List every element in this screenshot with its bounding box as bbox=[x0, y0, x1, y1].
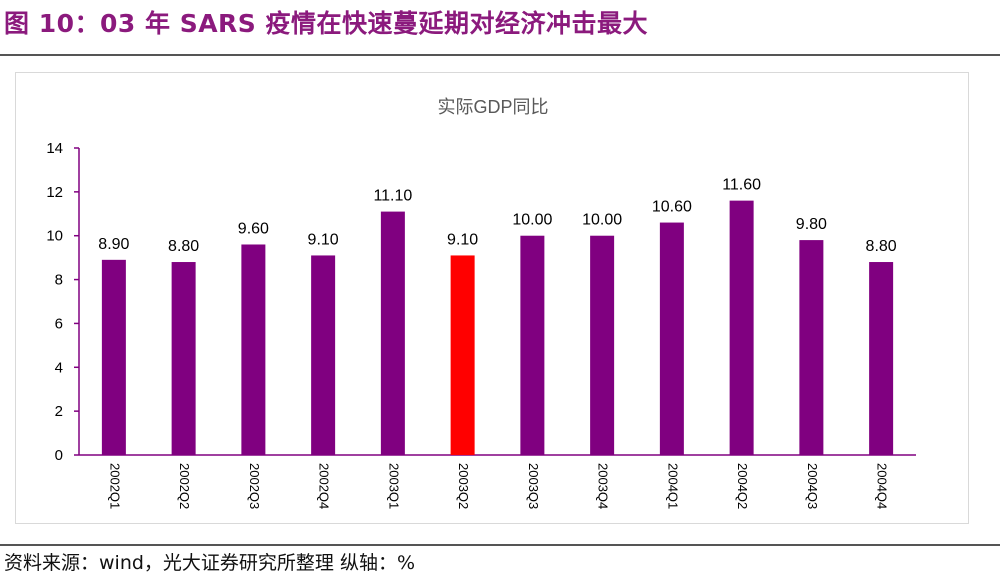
x-tick-label: 2003Q2 bbox=[456, 463, 471, 509]
y-tick-label: 14 bbox=[46, 140, 63, 157]
data-label: 11.60 bbox=[722, 177, 761, 194]
y-tick-label: 4 bbox=[55, 359, 63, 376]
x-tick-label: 2004Q1 bbox=[665, 463, 680, 509]
bar bbox=[101, 259, 126, 455]
x-tick-label: 2004Q3 bbox=[805, 463, 820, 509]
data-label: 8.80 bbox=[168, 238, 199, 255]
bar bbox=[799, 240, 824, 455]
chart-title: 实际GDP同比 bbox=[437, 97, 548, 117]
x-tick-label: 2003Q4 bbox=[596, 463, 611, 509]
y-tick-label: 6 bbox=[55, 315, 63, 332]
data-label: 9.80 bbox=[796, 216, 827, 233]
y-tick-label: 2 bbox=[55, 403, 63, 420]
top-rule bbox=[0, 54, 1000, 56]
data-label: 10.60 bbox=[652, 199, 692, 216]
data-label: 9.10 bbox=[447, 231, 478, 248]
data-label: 9.60 bbox=[238, 220, 269, 237]
bar-chart: 实际GDP同比 0 2 4 6 8 10 12 14 8.90 2002Q1 8.80 2002Q2 9… bbox=[46, 97, 916, 509]
bar bbox=[171, 262, 196, 455]
bar bbox=[311, 255, 336, 455]
bar bbox=[729, 200, 754, 455]
bar bbox=[520, 235, 545, 455]
data-label: 10.00 bbox=[512, 212, 552, 229]
data-label: 8.80 bbox=[866, 238, 897, 255]
data-label: 8.90 bbox=[98, 236, 129, 253]
x-tick-label: 2004Q2 bbox=[735, 463, 750, 509]
bar bbox=[659, 222, 684, 455]
x-tick-label: 2002Q4 bbox=[317, 463, 332, 509]
bottom-rule bbox=[0, 544, 1000, 546]
chart-panel: 实际GDP同比 0 2 4 6 8 10 12 14 8.90 2002Q1 8.80 2002Q2 9… bbox=[15, 72, 969, 524]
data-label: 10.00 bbox=[582, 212, 622, 229]
figure-title: 图 10：03 年 SARS 疫情在快速蔓延期对经济冲击最大 bbox=[4, 9, 649, 38]
bar bbox=[241, 244, 266, 455]
x-tick-label: 2002Q3 bbox=[247, 463, 262, 509]
y-tick-label: 10 bbox=[46, 228, 63, 245]
x-tick-label: 2002Q1 bbox=[107, 463, 122, 509]
x-tick-label: 2002Q2 bbox=[177, 463, 192, 509]
y-tick-label: 12 bbox=[46, 184, 63, 201]
bar bbox=[590, 235, 615, 455]
x-tick-label: 2003Q3 bbox=[526, 463, 541, 509]
x-tick-label: 2004Q4 bbox=[875, 463, 890, 509]
data-label: 11.10 bbox=[373, 188, 412, 205]
figure-source: 资料来源：wind，光大证券研究所整理 纵轴：% bbox=[4, 552, 416, 574]
bar bbox=[869, 262, 894, 455]
bar bbox=[450, 255, 475, 455]
y-tick-label: 8 bbox=[55, 272, 63, 289]
data-label: 9.10 bbox=[308, 231, 339, 248]
bar bbox=[380, 211, 405, 455]
y-tick-label: 0 bbox=[55, 447, 63, 464]
x-tick-label: 2003Q1 bbox=[386, 463, 401, 509]
